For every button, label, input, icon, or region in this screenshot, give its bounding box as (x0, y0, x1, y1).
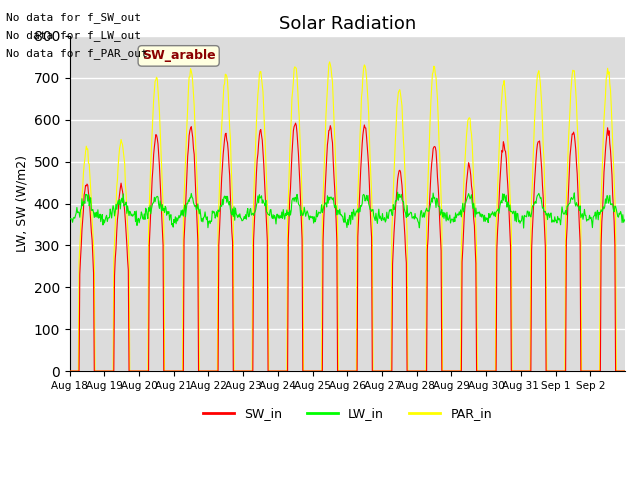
Legend: SW_in, LW_in, PAR_in: SW_in, LW_in, PAR_in (198, 402, 497, 425)
Y-axis label: LW, SW (W/m2): LW, SW (W/m2) (15, 155, 28, 252)
Text: No data for f_LW_out: No data for f_LW_out (6, 30, 141, 41)
Text: No data for f_SW_out: No data for f_SW_out (6, 12, 141, 23)
Text: SW_arable: SW_arable (142, 49, 216, 62)
Title: Solar Radiation: Solar Radiation (278, 15, 416, 33)
Text: No data for f_PAR_out: No data for f_PAR_out (6, 48, 148, 60)
